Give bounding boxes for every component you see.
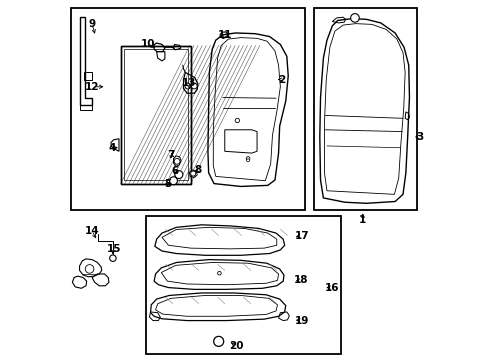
Text: 14: 14 <box>84 226 99 236</box>
Bar <box>314 8 416 211</box>
Text: 11: 11 <box>217 30 231 40</box>
Circle shape <box>213 336 223 346</box>
Bar <box>121 45 190 184</box>
Text: 10: 10 <box>140 39 155 49</box>
Text: 16: 16 <box>325 283 339 293</box>
Text: 7: 7 <box>167 150 174 160</box>
Text: 5: 5 <box>163 179 171 189</box>
Circle shape <box>350 14 359 22</box>
Circle shape <box>246 159 249 162</box>
Text: 20: 20 <box>228 341 243 351</box>
Text: 12: 12 <box>84 82 99 92</box>
Bar <box>121 45 190 184</box>
Text: 17: 17 <box>294 231 308 240</box>
Circle shape <box>191 83 197 89</box>
Text: 2: 2 <box>278 75 285 85</box>
Text: 4: 4 <box>108 143 115 153</box>
Circle shape <box>85 265 94 273</box>
Text: 8: 8 <box>194 165 201 175</box>
Text: 6: 6 <box>171 166 178 176</box>
Circle shape <box>217 271 221 275</box>
Text: 13: 13 <box>182 78 196 88</box>
Circle shape <box>174 158 180 164</box>
Text: 9: 9 <box>88 19 96 29</box>
Circle shape <box>235 118 239 123</box>
Circle shape <box>109 255 116 261</box>
Text: 19: 19 <box>294 316 308 325</box>
Text: 1: 1 <box>359 215 366 225</box>
Bar <box>145 216 341 354</box>
Circle shape <box>246 157 249 160</box>
Circle shape <box>184 83 190 89</box>
Text: 15: 15 <box>106 244 121 254</box>
Text: 18: 18 <box>293 275 308 285</box>
Bar <box>123 49 187 180</box>
Circle shape <box>190 171 195 176</box>
Bar <box>70 8 305 211</box>
Circle shape <box>169 177 177 185</box>
Circle shape <box>175 171 183 179</box>
Text: 3: 3 <box>416 132 423 142</box>
